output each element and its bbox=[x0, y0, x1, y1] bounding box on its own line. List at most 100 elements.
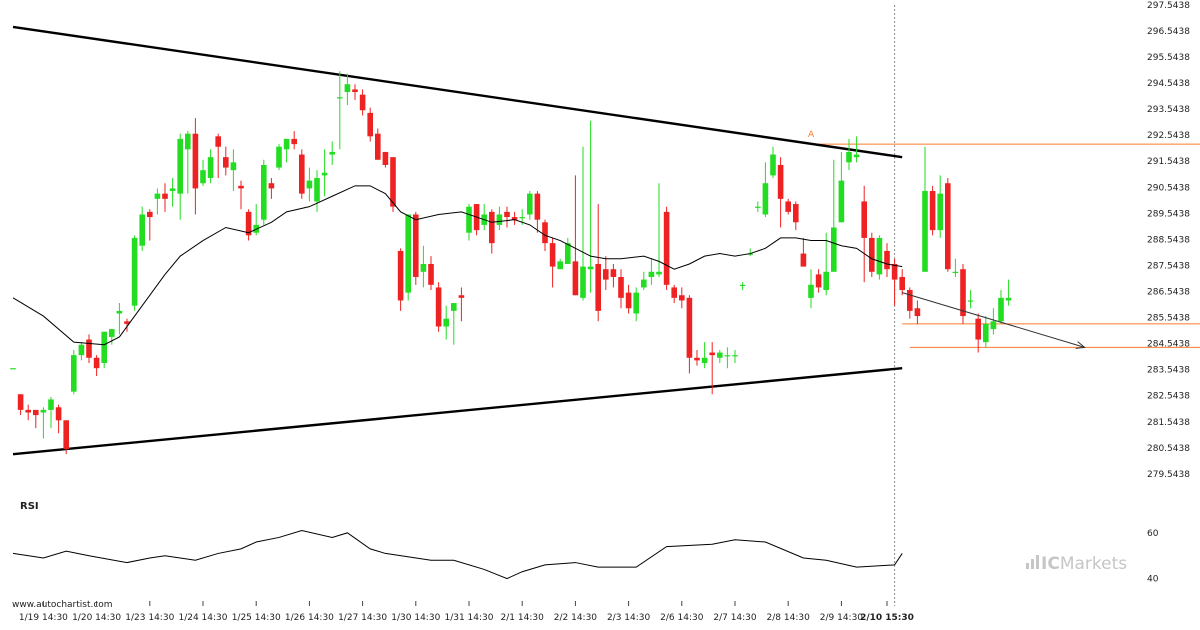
candlesticks bbox=[10, 71, 1012, 455]
candle-down bbox=[572, 175, 579, 296]
candle-up bbox=[922, 146, 928, 272]
candle-down bbox=[975, 313, 981, 353]
candle-down bbox=[382, 151, 389, 168]
candle-body bbox=[945, 183, 951, 270]
candle-body bbox=[17, 394, 24, 410]
candle-body bbox=[147, 211, 153, 218]
candle-up bbox=[154, 188, 161, 215]
candle-body bbox=[1005, 297, 1012, 301]
candle-body bbox=[299, 154, 305, 194]
price-tick-label: 295.5438 bbox=[1147, 53, 1190, 63]
brand-name: Markets bbox=[1060, 554, 1127, 574]
candle-down bbox=[93, 355, 100, 377]
candle-body bbox=[124, 321, 130, 324]
trendlines bbox=[12, 25, 903, 456]
candle-down bbox=[899, 269, 905, 296]
candle-body bbox=[641, 279, 647, 288]
candle-body bbox=[375, 133, 381, 160]
forecast-arrow-line bbox=[902, 292, 1085, 348]
candle-body bbox=[314, 177, 320, 202]
candle-body bbox=[230, 162, 237, 171]
candle-body bbox=[983, 323, 989, 343]
candle-body bbox=[785, 201, 791, 212]
candle-down bbox=[299, 149, 305, 199]
candle-body bbox=[329, 151, 335, 155]
candle-up bbox=[109, 329, 115, 345]
candle-body bbox=[633, 292, 639, 314]
candle-up bbox=[557, 258, 563, 270]
candle-up bbox=[641, 271, 647, 291]
candle-body bbox=[960, 269, 966, 317]
candle-down bbox=[686, 295, 693, 374]
time-tick-label: 2/6 14:30 bbox=[660, 613, 704, 623]
candle-body bbox=[207, 157, 214, 178]
candle-up bbox=[755, 201, 761, 212]
candle-up bbox=[230, 149, 237, 192]
price-axis: 297.5438 296.5438 295.5438 294.5438 293.5438… bbox=[1147, 1, 1190, 480]
rsi-tick-label: 60 bbox=[1147, 529, 1159, 539]
candle-down bbox=[17, 394, 24, 416]
candle-down bbox=[625, 284, 632, 314]
candle-body bbox=[245, 211, 252, 236]
candle-down bbox=[367, 107, 373, 142]
candle-up bbox=[648, 258, 655, 285]
candle-down bbox=[534, 191, 541, 233]
price-tick-label: 280.5438 bbox=[1147, 444, 1190, 454]
candle-up bbox=[496, 206, 503, 231]
candle-body bbox=[846, 151, 852, 163]
candle-body bbox=[405, 214, 411, 293]
candle-up bbox=[329, 141, 335, 165]
watermark[interactable]: www.autochartist.com bbox=[12, 600, 113, 610]
time-tick-label: 1/31 14:30 bbox=[444, 613, 493, 623]
brand-prefix: IC bbox=[1041, 554, 1060, 574]
candle-body bbox=[504, 211, 510, 218]
candle-down bbox=[945, 177, 951, 272]
candle-body bbox=[717, 352, 723, 358]
candle-body bbox=[321, 172, 328, 176]
candle-body bbox=[238, 185, 244, 189]
candle-body bbox=[549, 243, 556, 267]
price-tick-label: 279.5438 bbox=[1147, 470, 1190, 480]
candle-up bbox=[314, 170, 320, 212]
candle-body bbox=[154, 193, 161, 199]
candle-down bbox=[709, 342, 715, 395]
time-tick-label: 1/24 14:30 bbox=[178, 613, 227, 623]
candle-body bbox=[907, 290, 913, 311]
candle-down bbox=[891, 258, 898, 306]
candle-body bbox=[770, 154, 776, 176]
candle-down bbox=[960, 263, 966, 324]
candle-body bbox=[352, 89, 358, 93]
candle-body bbox=[937, 193, 943, 231]
candle-body bbox=[519, 217, 525, 219]
candle-down bbox=[413, 211, 419, 285]
candle-down bbox=[291, 131, 297, 150]
candle-up bbox=[443, 305, 449, 340]
candle-body bbox=[565, 243, 571, 264]
candle-up bbox=[990, 308, 997, 335]
candle-body bbox=[78, 344, 85, 356]
time-tick-label: 2/9 14:30 bbox=[820, 613, 864, 623]
brand-logo: ICMarkets bbox=[1026, 554, 1127, 574]
candle-down bbox=[549, 237, 556, 288]
candle-up bbox=[937, 175, 943, 238]
candle-down bbox=[869, 232, 875, 278]
time-tick-label: 2/3 14:30 bbox=[607, 613, 651, 623]
candle-down bbox=[215, 133, 221, 178]
candle-up bbox=[71, 349, 77, 395]
candle-body bbox=[185, 133, 191, 150]
candle-body bbox=[344, 84, 351, 93]
candle-down bbox=[223, 146, 229, 176]
candle-body bbox=[413, 214, 419, 278]
candle-down bbox=[671, 284, 677, 304]
candle-up bbox=[580, 146, 586, 301]
candle-up bbox=[344, 73, 351, 106]
candle-up bbox=[466, 204, 472, 241]
candle-down bbox=[162, 183, 168, 212]
candle-down bbox=[907, 287, 913, 319]
candle-down bbox=[663, 206, 670, 291]
candle-down bbox=[929, 185, 936, 236]
pattern-point-label: A bbox=[808, 130, 815, 140]
candle-body bbox=[793, 204, 799, 223]
price-tick-label: 291.5438 bbox=[1147, 157, 1190, 167]
candle-down bbox=[777, 157, 784, 228]
